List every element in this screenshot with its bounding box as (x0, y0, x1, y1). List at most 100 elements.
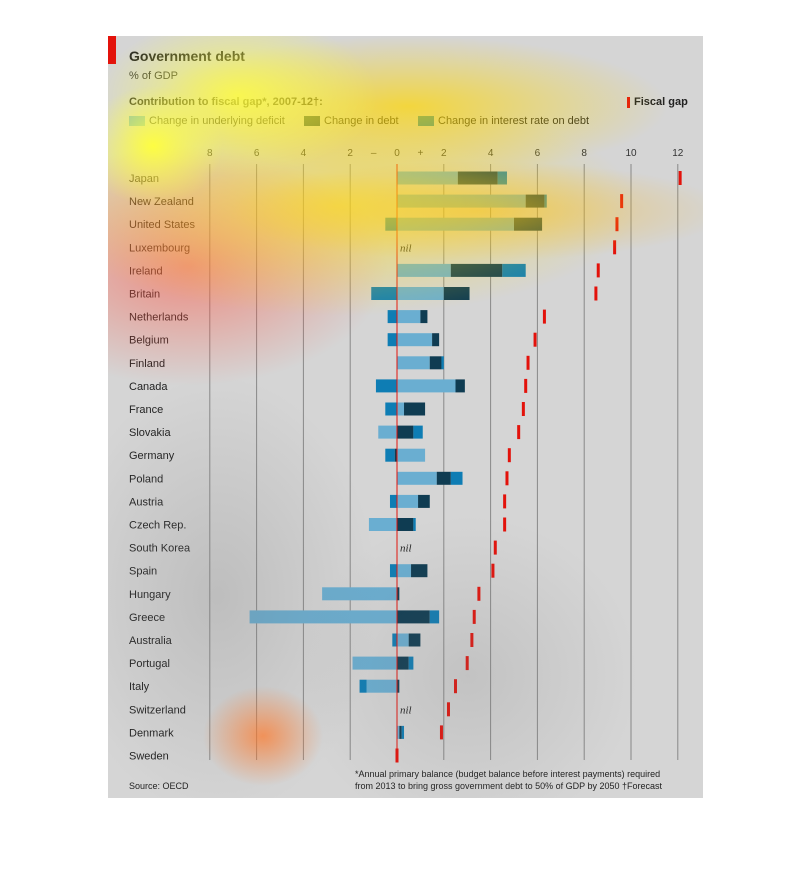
footnote-forecast: †Forecast (622, 781, 663, 791)
fiscal-gap-marker (517, 425, 521, 440)
fiscal-gap-marker (526, 355, 530, 370)
category-label: Greece (129, 612, 165, 624)
category-label: Italy (129, 681, 150, 693)
bar-segment (401, 725, 405, 739)
category-label: United States (129, 219, 196, 231)
bar-segment (397, 263, 451, 277)
bar-segment (404, 402, 426, 416)
category-label: New Zealand (129, 196, 194, 208)
bar-segment (429, 356, 442, 370)
bar-segment (387, 310, 397, 324)
fiscal-gap-marker (446, 702, 450, 717)
bar-segment (514, 217, 543, 231)
bar-segment (436, 471, 451, 485)
bar-segment (413, 518, 416, 531)
category-label: Switzerland (129, 704, 186, 716)
footnote: *Annual primary balance (budget balance … (355, 768, 662, 792)
bar-segment (366, 679, 397, 693)
x-tick-label: – (371, 148, 377, 159)
nil-label: nil (400, 704, 412, 716)
x-tick-label: 2 (347, 148, 353, 159)
bar-segment (371, 287, 397, 300)
category-label: Belgium (129, 335, 169, 347)
bar-segment (385, 217, 397, 231)
bar-segment (249, 610, 397, 624)
bar-segment (457, 171, 498, 185)
fiscal-gap-marker (596, 263, 600, 278)
x-tick-label: 8 (581, 148, 587, 159)
bar-segment (397, 633, 409, 647)
category-label: Portugal (129, 658, 170, 670)
x-tick-label: 8 (207, 148, 213, 159)
category-label: Canada (129, 381, 168, 393)
footnote-line-2: from 2013 to bring gross government debt… (355, 781, 620, 791)
bar-segment (352, 656, 397, 670)
fiscal-gap-marker (533, 332, 537, 347)
bar-segment (397, 425, 414, 439)
bar-segment (397, 471, 437, 485)
bar-segment (397, 356, 430, 370)
bar-segment (450, 471, 463, 485)
fiscal-gap-marker (594, 286, 598, 301)
bar-segment (392, 633, 397, 647)
bar-segment (397, 379, 456, 393)
bar-segment (443, 287, 470, 300)
fiscal-gap-marker (613, 240, 617, 255)
category-label: Luxembourg (129, 242, 190, 254)
bar-segment (359, 679, 367, 693)
bar-segment (399, 725, 402, 739)
category-label: Austria (129, 496, 164, 508)
bar-segment (413, 425, 423, 439)
bar-segment (378, 425, 397, 439)
category-label: Spain (129, 566, 157, 578)
bar-segment (397, 518, 414, 531)
bar-segment (397, 171, 458, 185)
source-note: Source: OECD (129, 781, 189, 791)
bar-segment (397, 494, 419, 508)
bar-segment (497, 171, 507, 185)
bar-segment (385, 448, 395, 462)
bar-segment (397, 333, 433, 347)
fiscal-gap-marker (503, 517, 507, 532)
fiscal-gap-marker (521, 402, 525, 416)
nil-label: nil (400, 242, 412, 254)
bar-segment (432, 333, 440, 347)
fiscal-gap-marker (493, 540, 497, 555)
category-label: Japan (129, 173, 159, 185)
category-label: Slovakia (129, 427, 171, 439)
x-tick-label: 12 (672, 148, 684, 159)
category-label: France (129, 404, 163, 416)
fiscal-gap-marker (454, 679, 457, 694)
bar-segment (397, 610, 430, 624)
fiscal-gap-marker (620, 194, 624, 209)
bar-segment (322, 587, 397, 601)
nil-label: nil (400, 543, 412, 555)
bar-segment (525, 194, 545, 208)
fiscal-gap-marker (542, 309, 546, 324)
bar-segment (544, 194, 547, 208)
bar-segment (397, 656, 409, 670)
x-tick-label: 4 (488, 148, 494, 159)
x-tick-label: 2 (441, 148, 447, 159)
x-tick-label: 0 (394, 148, 400, 159)
category-label: Ireland (129, 265, 163, 277)
fiscal-gap-marker (503, 494, 507, 509)
bar-segment (397, 194, 526, 208)
bar-chart: 8 6 4 2 – 0 +2 4 6 8 10 12 Japan New Zealand United St… (129, 148, 684, 763)
bar-segment (455, 379, 465, 393)
x-tick-label: + (417, 148, 423, 159)
bar-segment (368, 518, 397, 531)
category-label: Denmark (129, 727, 174, 739)
fiscal-gap-marker (491, 563, 495, 578)
fiscal-gap-marker (505, 471, 509, 486)
category-label: Hungary (129, 589, 171, 601)
bar-segment (411, 564, 428, 578)
category-label: Germany (129, 450, 175, 462)
bar-segment (429, 610, 440, 624)
bar-segment (389, 564, 397, 578)
category-label: South Korea (129, 543, 191, 555)
x-tick-label: 10 (625, 148, 637, 159)
category-label: Finland (129, 358, 165, 370)
chart-figure: Government debt % of GDP Contribution to… (108, 36, 703, 798)
fiscal-gap-marker (470, 633, 474, 647)
